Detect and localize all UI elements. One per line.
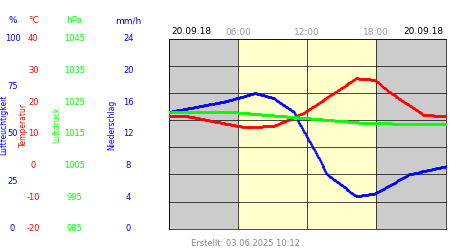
Text: hPa: hPa: [66, 16, 82, 25]
Text: 75: 75: [7, 82, 18, 91]
Text: 100: 100: [4, 34, 21, 43]
Text: 40: 40: [28, 34, 39, 43]
Bar: [238, 39, 376, 229]
Text: 30: 30: [28, 66, 39, 75]
Text: 1015: 1015: [64, 129, 85, 138]
Text: 1005: 1005: [64, 161, 85, 170]
Text: Erstellt: 03.06.2025 10:12: Erstellt: 03.06.2025 10:12: [191, 238, 300, 248]
Text: 8: 8: [126, 161, 131, 170]
Text: 20: 20: [123, 66, 134, 75]
Text: 0: 0: [126, 224, 131, 233]
Text: 10: 10: [28, 129, 39, 138]
Text: %: %: [8, 16, 17, 25]
Text: 20.09.18: 20.09.18: [171, 27, 211, 36]
Text: 50: 50: [7, 129, 18, 138]
Text: 16: 16: [123, 98, 134, 106]
Text: Temperatur: Temperatur: [19, 103, 28, 147]
Text: 1025: 1025: [64, 98, 85, 106]
Text: 995: 995: [67, 192, 82, 202]
Text: 12: 12: [123, 129, 134, 138]
Text: 1035: 1035: [64, 66, 85, 75]
Text: Luftfeuchtigkeit: Luftfeuchtigkeit: [0, 95, 8, 155]
Text: °C: °C: [28, 16, 39, 25]
Text: -20: -20: [27, 224, 40, 233]
Text: 0: 0: [31, 161, 36, 170]
Text: 20: 20: [28, 98, 39, 106]
Text: 985: 985: [66, 224, 82, 233]
Text: 1045: 1045: [64, 34, 85, 43]
Text: 0: 0: [10, 224, 15, 233]
Text: -10: -10: [27, 192, 40, 202]
Text: 25: 25: [7, 177, 18, 186]
Text: 24: 24: [123, 34, 134, 43]
Text: 20.09.18: 20.09.18: [403, 27, 443, 36]
Text: Niederschlag: Niederschlag: [107, 100, 116, 150]
Text: 4: 4: [126, 192, 131, 202]
Text: Luftdruck: Luftdruck: [53, 107, 62, 143]
Text: mm/h: mm/h: [115, 16, 141, 25]
